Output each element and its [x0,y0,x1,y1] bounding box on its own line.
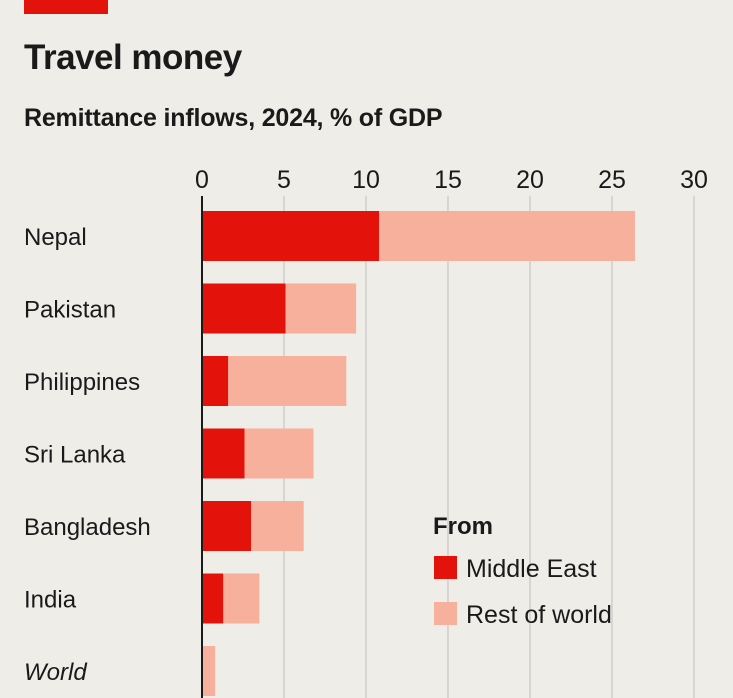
x-tick-label: 20 [516,166,544,194]
bar-rest-of-world [223,573,260,624]
legend: From Middle East Rest of world [433,513,612,629]
bar-rest-of-world [228,356,347,406]
x-tick-label: 15 [434,166,462,194]
bar-rest-of-world [379,211,635,261]
bar-rest-of-world [285,283,357,334]
accent-bar [24,0,108,14]
x-tick-label: 0 [195,166,209,194]
bar-middle-east [202,501,252,551]
bar-rest-of-world [244,428,314,479]
category-label: Philippines [24,369,140,396]
bar-rest-of-world [202,646,216,696]
bar-rest-of-world [251,501,304,551]
x-axis-ticks: 0 5 10 15 20 25 30 [195,166,708,194]
category-label: India [24,587,77,614]
bar-middle-east [202,356,229,406]
category-label: World [24,659,87,686]
legend-title: From [433,513,493,540]
legend-label: Middle East [466,555,597,583]
category-label: Pakistan [24,297,116,324]
chart-subtitle: Remittance inflows, 2024, % of GDP [24,104,443,132]
legend-swatch [434,556,457,579]
legend-swatch [434,602,457,625]
legend-label: Rest of world [466,601,612,629]
bar-middle-east [202,283,286,334]
grid-lines [283,196,695,698]
bars [202,211,635,696]
bar-middle-east [202,211,380,261]
category-labels: Nepal Pakistan Philippines Sri Lanka Banglad… [24,224,151,686]
bar-middle-east [202,573,224,624]
x-tick-label: 10 [352,166,380,194]
chart-title: Travel money [24,38,242,77]
category-label: Bangladesh [24,514,151,541]
x-tick-label: 5 [277,166,291,194]
x-tick-label: 30 [680,166,708,194]
bar-middle-east [202,428,245,479]
category-label: Sri Lanka [24,442,126,469]
x-tick-label: 25 [598,166,626,194]
category-label: Nepal [24,224,87,251]
